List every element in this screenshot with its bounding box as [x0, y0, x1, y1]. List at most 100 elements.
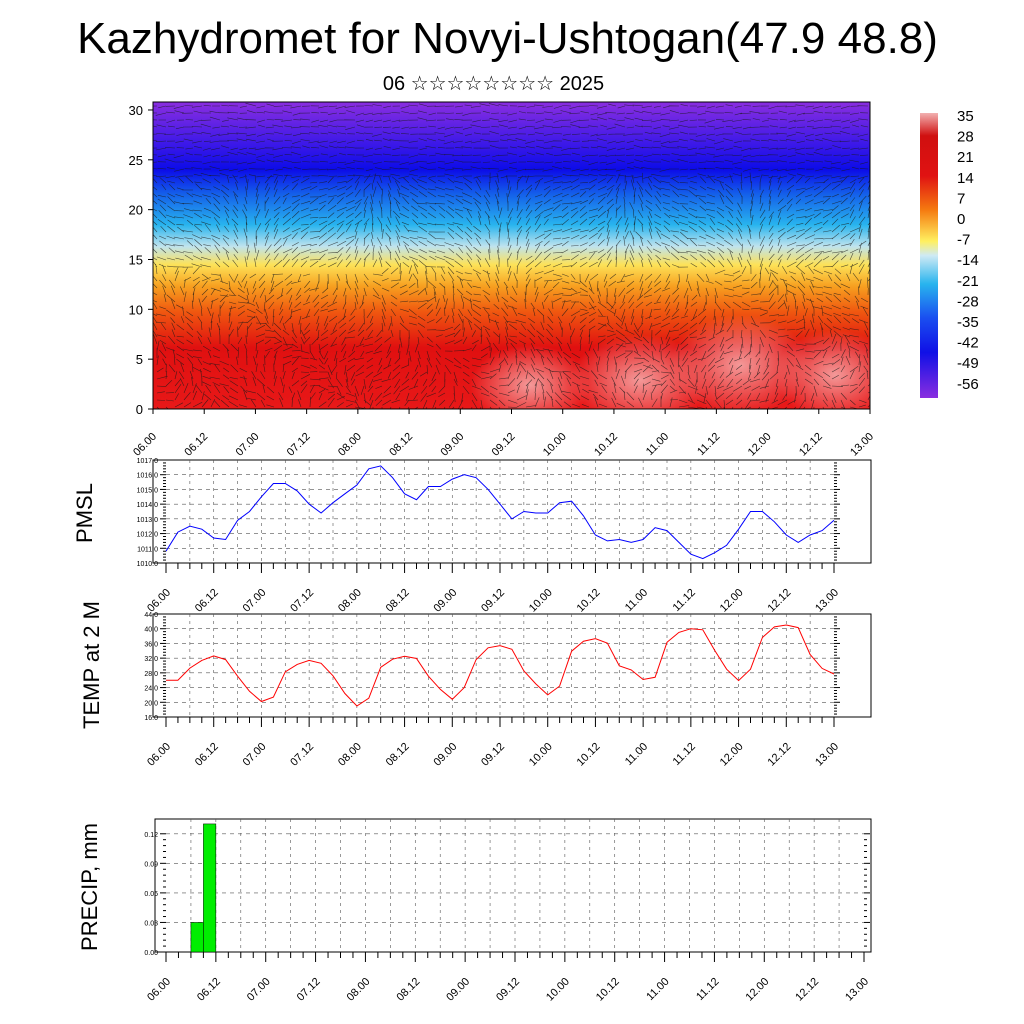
y-tick-label: 28.0 — [144, 671, 158, 678]
x-tick-label: 09.00 — [444, 976, 472, 1004]
y-tick-label: 0.12 — [144, 832, 158, 839]
x-tick-label: 06.12 — [193, 587, 221, 615]
x-tick-label: 06.12 — [195, 976, 223, 1004]
heatmap-x-tick-label: 10.00 — [541, 431, 569, 459]
colorbar-label: -42 — [957, 335, 979, 352]
heatmap-x-tick-label: 08.00 — [336, 431, 364, 459]
colorbar-label: -14 — [957, 252, 979, 269]
x-tick-label: 08.12 — [384, 587, 412, 615]
chart-date: 06 ☆☆☆☆☆☆☆☆ 2025 — [382, 73, 605, 95]
heatmap-x-tick-label: 09.12 — [490, 431, 518, 459]
heatmap-x-tick-label: 12.00 — [746, 431, 774, 459]
heatmap-x-tick-label: 12.12 — [797, 431, 825, 459]
x-tick-label: 07.12 — [295, 976, 323, 1004]
y-tick-label: 1011.0 — [137, 546, 158, 553]
y-tick-label: 1016.0 — [137, 473, 159, 480]
x-tick-label: 09.12 — [494, 976, 522, 1004]
colorbar-label: -7 — [957, 232, 970, 249]
colorbar-label: 35 — [957, 108, 974, 125]
x-tick-label: 09.12 — [479, 741, 507, 769]
x-tick-label: 08.00 — [336, 587, 364, 615]
heatmap-x-tick-label: 08.12 — [387, 431, 415, 459]
x-tick-label: 10.00 — [544, 976, 572, 1004]
heatmap-x-tick-label: 09.00 — [438, 431, 466, 459]
precip-grid — [166, 819, 864, 952]
x-tick-label: 06.00 — [145, 587, 173, 615]
y-tick-label: 24.0 — [144, 686, 158, 693]
y-tick-label: 44.0 — [144, 612, 158, 619]
wind-vector-field — [153, 102, 870, 409]
heatmap-x-tick-label: 07.12 — [285, 431, 313, 459]
heatmap-x-tick-label: 11.00 — [644, 431, 671, 458]
pmsl-grid — [166, 460, 834, 563]
heatmap-x-tick-label: 06.12 — [182, 431, 210, 459]
x-tick-label: 11.00 — [623, 741, 650, 768]
heatmap-x-axis: 06.00 06.12 07.00 07.12 08.00 08.12 09.00 09.12… — [131, 409, 876, 459]
x-tick-label: 13.00 — [843, 976, 871, 1004]
x-tick-label: 11.12 — [694, 976, 721, 1003]
pmsl-axis-label: PMSL — [72, 483, 97, 543]
heatmap-x-tick-label: 07.00 — [234, 431, 262, 459]
x-tick-label: 10.00 — [527, 587, 555, 615]
temp-axis-label: TEMP at 2 M — [79, 601, 104, 729]
wind-vectors — [153, 102, 870, 409]
y-tick-label: 16.0 — [144, 715, 158, 722]
temp-grid — [166, 614, 834, 717]
temperature-heatmap: 0 5 10 15 20 25 30 06.00 06.12 07.00 07.12 08.00 08… — [129, 101, 876, 459]
temp-panel: 16.0 20.0 24.0 28.0 32.0 36.0 40.0 44.0 06.00 06.… — [79, 601, 872, 769]
heatmap-y-axis: 0 5 10 15 20 25 30 — [129, 103, 153, 417]
x-tick-label: 07.00 — [245, 976, 273, 1004]
y-tick-label: 1013.0 — [137, 517, 159, 524]
heatmap-hot-spots — [470, 315, 870, 409]
x-tick-label: 10.12 — [575, 741, 603, 769]
y-tick-label: 1010.0 — [137, 561, 159, 568]
y-tick-label: 40.0 — [144, 627, 158, 634]
heatmap-y-tick-label: 20 — [129, 203, 143, 218]
colorbar-label: 14 — [957, 170, 974, 187]
x-tick-label: 11.12 — [671, 587, 698, 614]
temp-series-line — [166, 624, 835, 707]
heatmap-x-tick-label: 13.00 — [848, 431, 876, 459]
x-tick-label: 07.12 — [288, 587, 316, 615]
x-tick-label: 08.12 — [394, 976, 422, 1004]
x-tick-label: 08.00 — [345, 976, 373, 1004]
y-tick-label: 0.09 — [144, 861, 158, 868]
pmsl-frame — [152, 459, 872, 564]
heatmap-x-tick-label: 06.00 — [131, 431, 159, 459]
y-tick-label: 1015.0 — [137, 487, 159, 494]
x-tick-label: 09.12 — [479, 587, 507, 615]
x-tick-label: 13.00 — [813, 741, 841, 769]
heatmap-x-tick-label: 10.12 — [592, 431, 620, 459]
colorbar-fill — [920, 113, 938, 398]
heatmap-x-tick-label: 11.12 — [695, 431, 722, 458]
x-tick-label: 12.00 — [743, 976, 771, 1004]
colorbar-label: 21 — [957, 149, 974, 166]
x-tick-label: 11.00 — [623, 587, 650, 614]
x-tick-label: 08.00 — [336, 741, 364, 769]
precip-axes: 0.00 0.03 0.06 0.09 0.12 06.00 06.12 07.00 07.12… — [144, 832, 871, 1004]
colorbar-label: -49 — [957, 355, 979, 372]
colorbar: 35 28 21 14 7 0 -7 -14 -21 -28 -35 -42 -49 -56 — [920, 108, 979, 398]
y-tick-label: 0.03 — [144, 920, 158, 927]
y-tick-label: 36.0 — [144, 641, 158, 648]
x-tick-label: 12.12 — [793, 976, 821, 1004]
colorbar-label: 7 — [957, 190, 965, 207]
chart-title: Kazhydromet for Novyi-Ushtogan(47.9 48.8… — [77, 14, 938, 63]
precip-axis-label: PRECIP, mm — [77, 823, 102, 951]
heatmap-y-tick-label: 0 — [136, 402, 143, 417]
y-tick-label: 32.0 — [144, 656, 158, 663]
colorbar-label: -56 — [957, 376, 979, 393]
y-tick-label: 1014.0 — [137, 502, 159, 509]
precip-panel: 0.00 0.03 0.06 0.09 0.12 06.00 06.12 07.00 07.12… — [77, 818, 872, 1004]
heatmap-y-tick-label: 5 — [136, 352, 143, 367]
x-tick-label: 11.00 — [644, 976, 671, 1003]
precip-frame — [154, 818, 872, 953]
x-tick-label: 06.12 — [193, 741, 221, 769]
x-tick-label: 09.00 — [431, 587, 459, 615]
x-tick-label: 07.00 — [241, 587, 269, 615]
colorbar-label: -21 — [957, 273, 979, 290]
pmsl-series-line — [165, 465, 835, 560]
x-tick-label: 10.12 — [575, 587, 603, 615]
heatmap-y-tick-label: 10 — [129, 302, 143, 317]
